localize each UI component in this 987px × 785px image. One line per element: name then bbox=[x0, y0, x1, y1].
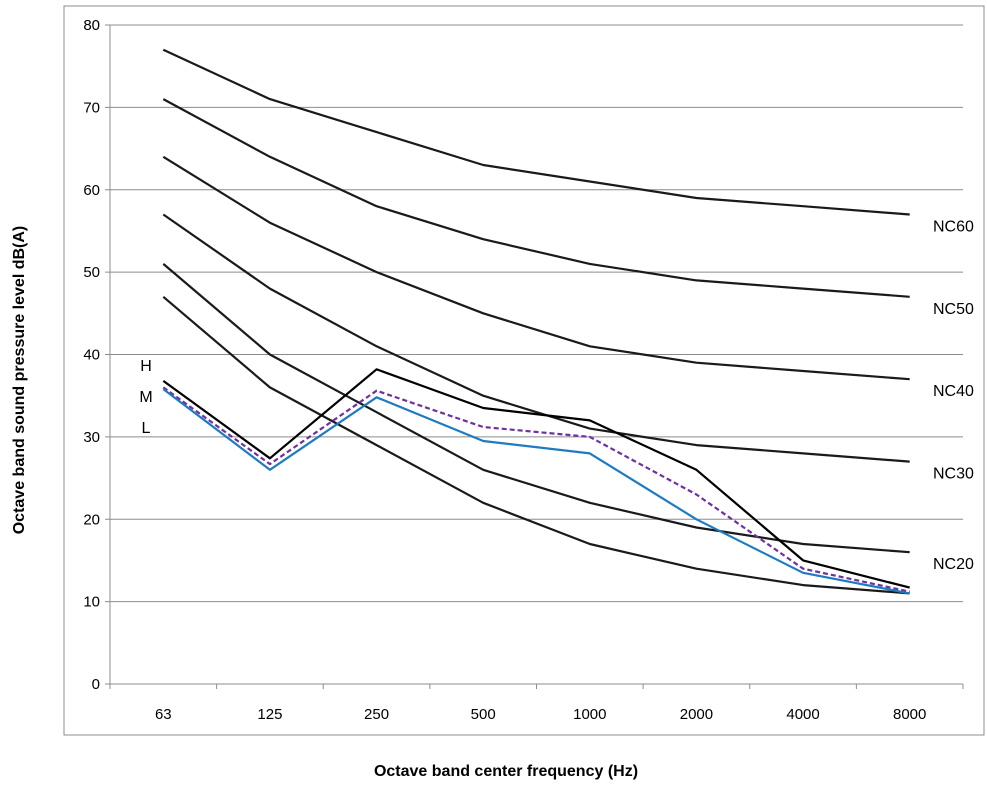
series-line-unnamed bbox=[162, 295, 910, 595]
series-line-nc50 bbox=[162, 98, 910, 298]
series-line-nc40 bbox=[162, 155, 910, 381]
x-tick-label: 8000 bbox=[893, 706, 926, 723]
x-tick-label: 1000 bbox=[573, 706, 606, 723]
y-tick-label: 0 bbox=[92, 676, 100, 693]
x-tick-label: 2000 bbox=[680, 706, 713, 723]
y-tick-label: 80 bbox=[83, 17, 100, 34]
axes: 0 10 20 30 40 50 60 70 80 63 125 250 500 1000 2000 4000… bbox=[83, 17, 964, 723]
gridlines bbox=[110, 24, 963, 603]
y-tick-label: 10 bbox=[83, 594, 100, 611]
x-tick-label: 250 bbox=[364, 706, 389, 723]
curve-label-nc30: NC30 bbox=[933, 466, 974, 483]
series-line-m bbox=[162, 386, 910, 593]
curve-label-nc40: NC40 bbox=[933, 383, 974, 400]
y-tick-label: 70 bbox=[83, 99, 100, 116]
condition-label-m: M bbox=[139, 389, 152, 406]
condition-label-h: H bbox=[140, 358, 152, 375]
x-tick-label: 500 bbox=[471, 706, 496, 723]
curve-label-nc50: NC50 bbox=[933, 301, 974, 318]
x-tick-label: 63 bbox=[155, 706, 172, 723]
series-labels: NC60 NC50 NC40 NC30 NC20 HML bbox=[139, 218, 974, 573]
series-line-h bbox=[162, 368, 910, 589]
y-tick-label: 50 bbox=[83, 264, 100, 281]
series-lines bbox=[162, 48, 910, 595]
series-line-nc20 bbox=[162, 263, 910, 554]
y-axis-title: Octave band sound pressure level dB(A) bbox=[11, 226, 28, 535]
series-line-nc30 bbox=[162, 213, 910, 463]
plot-frame bbox=[63, 5, 985, 736]
condition-label-l: L bbox=[142, 420, 151, 437]
y-tick-label: 40 bbox=[83, 347, 100, 364]
x-axis-title: Octave band center frequency (Hz) bbox=[374, 763, 638, 780]
y-tick-label: 20 bbox=[83, 511, 100, 528]
y-tick-label: 60 bbox=[83, 182, 100, 199]
x-tick-label: 4000 bbox=[786, 706, 819, 723]
curve-label-nc20: NC20 bbox=[933, 556, 974, 573]
series-line-l bbox=[162, 388, 910, 595]
x-tick-label: 125 bbox=[257, 706, 282, 723]
curve-label-nc60: NC60 bbox=[933, 218, 974, 235]
y-tick-label: 30 bbox=[83, 429, 100, 446]
series-line-nc60 bbox=[162, 48, 910, 216]
